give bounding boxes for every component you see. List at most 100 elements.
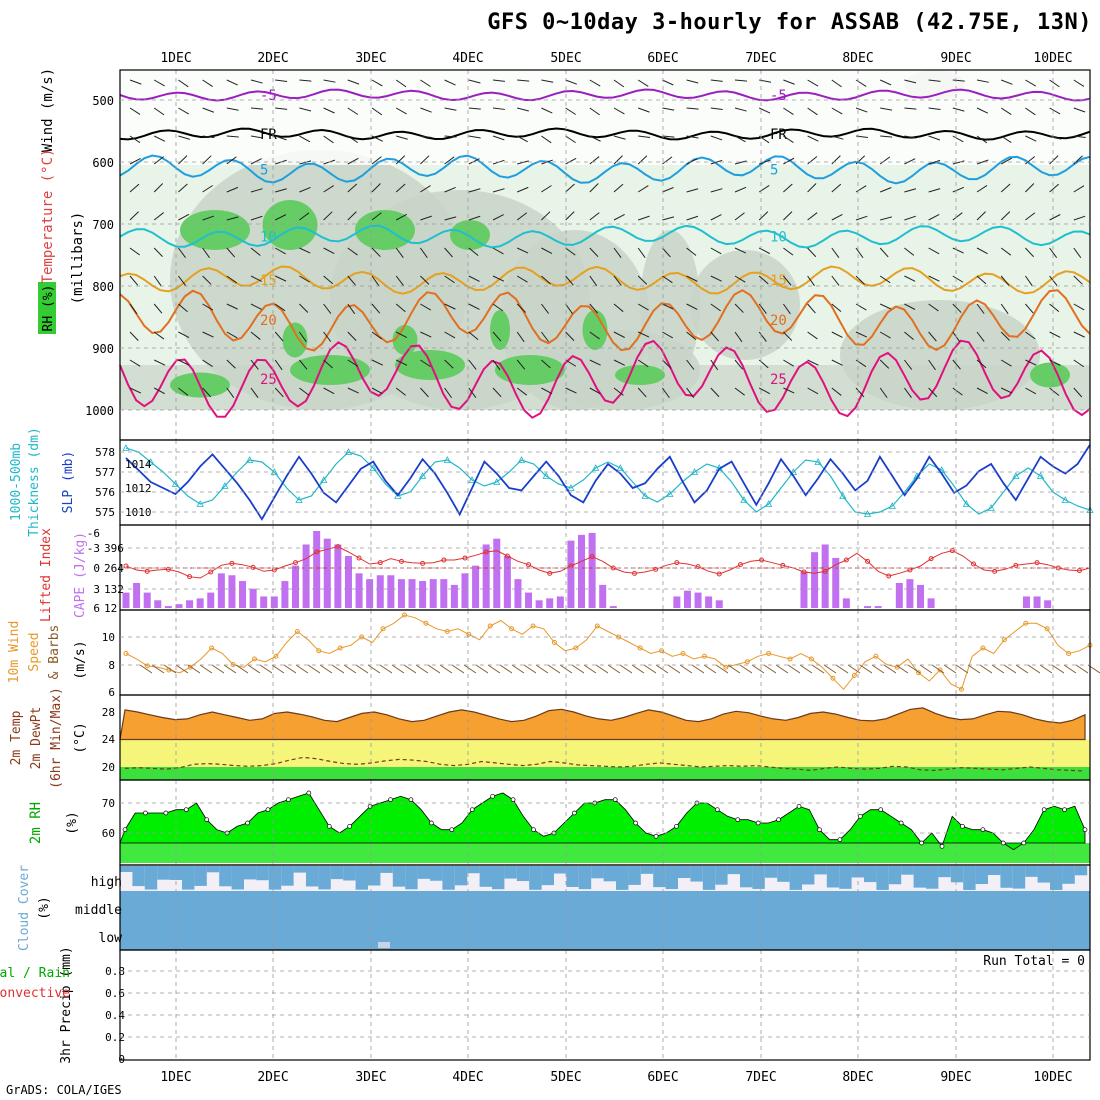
left-axis-labels: RH (%)Temperature (°C)Wind (m/s) (milliba…	[0, 68, 88, 1064]
lifted-point	[229, 560, 235, 566]
cloud-high-bar	[454, 866, 468, 886]
wind-barb	[565, 157, 577, 165]
wind-barb	[880, 135, 893, 138]
rh2m-point	[633, 820, 638, 826]
wind-barb	[274, 387, 284, 398]
wind-barb	[274, 359, 283, 371]
cloud-high-bar	[1037, 866, 1050, 883]
rh-green-area-2	[355, 210, 415, 250]
wind-barb	[855, 155, 866, 165]
wind-barb	[444, 247, 453, 258]
cloud-high-bar	[541, 866, 554, 886]
wind-barb	[444, 275, 455, 284]
wind-barb	[782, 303, 791, 315]
lifted-point	[547, 570, 553, 576]
cape-bar	[344, 556, 352, 608]
wind10-barb	[211, 664, 225, 674]
wind10-barb	[259, 664, 273, 674]
wind-barb	[419, 247, 428, 259]
wind-barb	[178, 331, 190, 338]
isotherm-label-15-0: 15	[260, 273, 277, 289]
cloud-high-bar	[690, 866, 703, 882]
wind-barb	[928, 79, 941, 82]
wind10-point	[680, 651, 686, 656]
wind-barb	[637, 331, 650, 338]
wind-barb	[347, 331, 357, 341]
lifted-point	[716, 571, 722, 577]
wind-barb	[783, 107, 794, 115]
wind10-barb	[139, 664, 153, 674]
wind-barb	[807, 247, 817, 258]
wind10-point	[744, 659, 750, 665]
wind10-point	[851, 673, 857, 678]
isotherm-label-20-1: 20	[770, 313, 787, 329]
wind-barb	[613, 183, 624, 193]
wind-barb	[710, 188, 723, 193]
cloud-high-bar	[380, 866, 393, 873]
day-label-top-5DEC: 5DEC	[550, 51, 581, 66]
wind10-barb	[463, 664, 477, 674]
rh2m-point	[1082, 827, 1088, 833]
wind-barb	[662, 107, 675, 111]
wind-barb	[444, 359, 454, 369]
cloud-high-bar	[268, 866, 282, 890]
rh2m-point	[367, 803, 373, 809]
wind-barb	[976, 107, 989, 114]
wind-barb	[855, 331, 868, 338]
wind-barb	[323, 185, 334, 193]
lifted-point	[1013, 562, 1019, 568]
wind-barb	[541, 275, 551, 285]
rh2m-point	[837, 837, 843, 843]
wind-barb	[129, 157, 141, 165]
rh2m-panel-grid	[175, 780, 1054, 865]
wind-barb	[178, 79, 189, 88]
lifted-point	[292, 560, 298, 566]
wind-barb	[153, 331, 165, 340]
wind-barb	[589, 247, 599, 258]
cloud-high-bar	[157, 866, 170, 880]
isotherm-label-10-0: 10	[260, 229, 277, 245]
cape-tick: 132	[104, 583, 124, 596]
cloud-high-bar	[293, 866, 306, 873]
wind-barb	[468, 331, 479, 340]
thickness-tick-575: 575	[95, 506, 115, 519]
thickness-point	[493, 478, 501, 485]
wind-barb	[928, 387, 938, 398]
cape-bar	[133, 582, 141, 608]
rh2m-point	[898, 820, 904, 826]
wind10-barb	[787, 664, 801, 674]
wind-barb	[129, 183, 140, 193]
lifted-point	[420, 560, 426, 566]
cloud-high-bar	[764, 866, 778, 878]
wind-barb	[565, 135, 576, 144]
rh2m-point	[449, 827, 455, 833]
wind-barb	[807, 156, 818, 165]
thickness-point	[567, 484, 575, 491]
wind-barb	[637, 275, 648, 285]
wind-barb	[1025, 79, 1037, 87]
wind-barb	[662, 331, 674, 339]
wind10-point	[530, 623, 536, 629]
wind-barb	[153, 387, 165, 395]
isotherm-10	[119, 224, 1091, 249]
temp2m-tick: 20	[102, 761, 115, 774]
wind-barb	[831, 359, 843, 366]
cape-bar	[461, 573, 469, 608]
wind-barb	[1073, 135, 1086, 138]
cape-bar	[334, 544, 342, 608]
lifted-point	[737, 562, 743, 568]
wind-barb	[831, 331, 843, 338]
cape-bar	[874, 606, 882, 608]
wind-barb	[177, 247, 186, 258]
cloud-high-bar	[492, 866, 505, 890]
lifted-point	[144, 568, 150, 574]
wind10-barb	[535, 664, 549, 674]
cape-bar	[175, 604, 183, 608]
lifted-point	[928, 556, 934, 562]
wind-barb	[1025, 212, 1036, 221]
wind-barb	[661, 387, 670, 399]
thickness-point	[1012, 472, 1020, 479]
isotherm-FR	[119, 127, 1091, 141]
wind-barb	[347, 275, 356, 286]
wind10-point	[380, 626, 386, 632]
